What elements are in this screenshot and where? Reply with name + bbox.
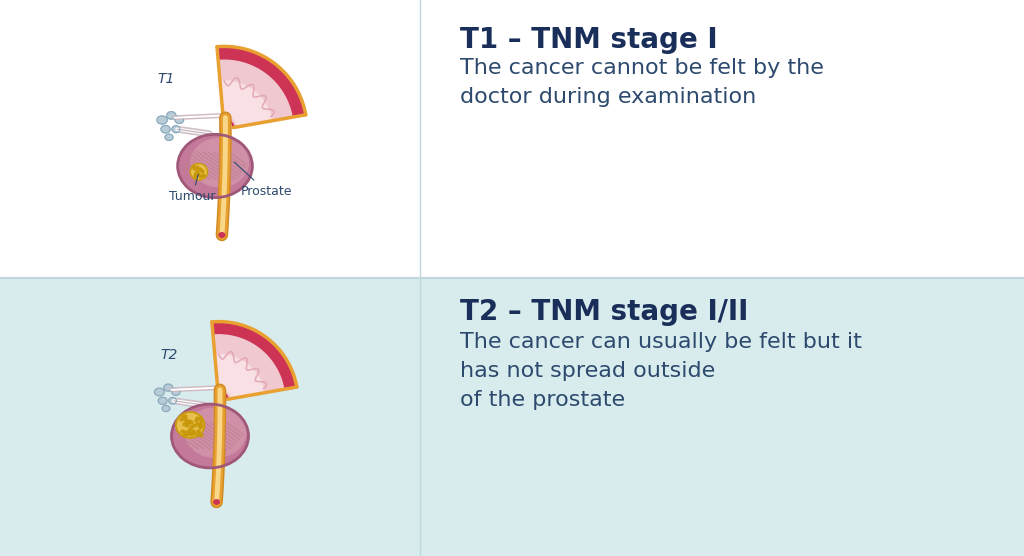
Ellipse shape [165, 134, 173, 141]
Text: T2: T2 [161, 348, 178, 362]
Text: Tumour: Tumour [169, 175, 215, 203]
Ellipse shape [175, 117, 183, 123]
Ellipse shape [176, 412, 205, 438]
Ellipse shape [190, 163, 208, 180]
Ellipse shape [171, 404, 249, 468]
Polygon shape [212, 321, 297, 399]
Ellipse shape [155, 388, 164, 396]
Ellipse shape [169, 398, 176, 404]
Ellipse shape [219, 233, 225, 237]
Text: The cancer can usually be felt but it
has not spread outside
of the prostate: The cancer can usually be felt but it ha… [460, 332, 862, 410]
Polygon shape [213, 335, 284, 399]
Polygon shape [217, 46, 306, 128]
Ellipse shape [172, 126, 180, 133]
Ellipse shape [157, 116, 167, 124]
Ellipse shape [161, 126, 170, 133]
Text: T1: T1 [158, 72, 175, 86]
Ellipse shape [159, 397, 167, 404]
Ellipse shape [185, 408, 246, 458]
Ellipse shape [177, 135, 252, 197]
Polygon shape [218, 60, 292, 127]
Bar [0, 278, 1024, 556]
Text: Prostate: Prostate [234, 162, 292, 198]
Ellipse shape [172, 389, 180, 395]
Polygon shape [215, 355, 264, 399]
Ellipse shape [167, 112, 176, 119]
Ellipse shape [164, 384, 173, 391]
Text: The cancer cannot be felt by the
doctor during examination: The cancer cannot be felt by the doctor … [460, 58, 824, 107]
Ellipse shape [214, 500, 219, 504]
Bar [0, 0, 1024, 278]
Ellipse shape [162, 405, 170, 411]
Text: T1 – TNM stage I: T1 – TNM stage I [460, 26, 718, 54]
Polygon shape [220, 81, 271, 127]
Text: T2 – TNM stage I/II: T2 – TNM stage I/II [460, 298, 749, 326]
Ellipse shape [190, 138, 249, 187]
